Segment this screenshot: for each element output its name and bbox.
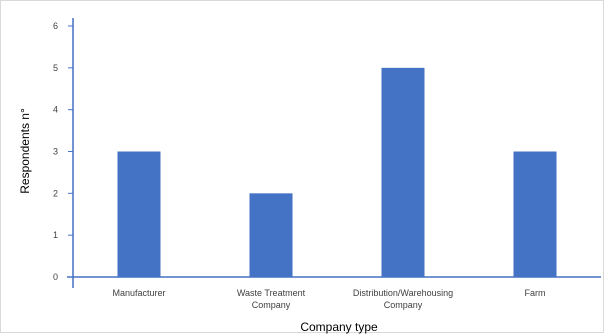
y-tick-label: 6	[53, 21, 58, 31]
bar	[381, 67, 425, 277]
category-label: Company	[252, 300, 291, 310]
y-tick-label: 2	[53, 188, 58, 198]
category-labels: Manufacturer Waste Treatment Company Distri…	[112, 288, 545, 310]
y-axis: 0 1 2 3 4 5 6	[53, 18, 74, 288]
y-tick-label: 5	[53, 63, 58, 73]
y-tick-label: 3	[53, 147, 58, 157]
y-tick-label: 0	[53, 272, 58, 282]
y-axis-title: Respondents n°	[18, 108, 32, 194]
bar	[249, 193, 293, 277]
category-label: Distribution/Warehousing	[353, 288, 453, 298]
bar	[117, 151, 161, 277]
category-label: Waste Treatment	[237, 288, 306, 298]
category-label: Company	[384, 300, 423, 310]
bars	[117, 67, 557, 277]
category-label: Manufacturer	[112, 288, 165, 298]
y-tick-label: 1	[53, 230, 58, 240]
category-label: Farm	[525, 288, 546, 298]
bar	[513, 151, 557, 277]
y-tick-label: 4	[53, 105, 58, 115]
x-axis-title: Company type	[300, 320, 378, 334]
